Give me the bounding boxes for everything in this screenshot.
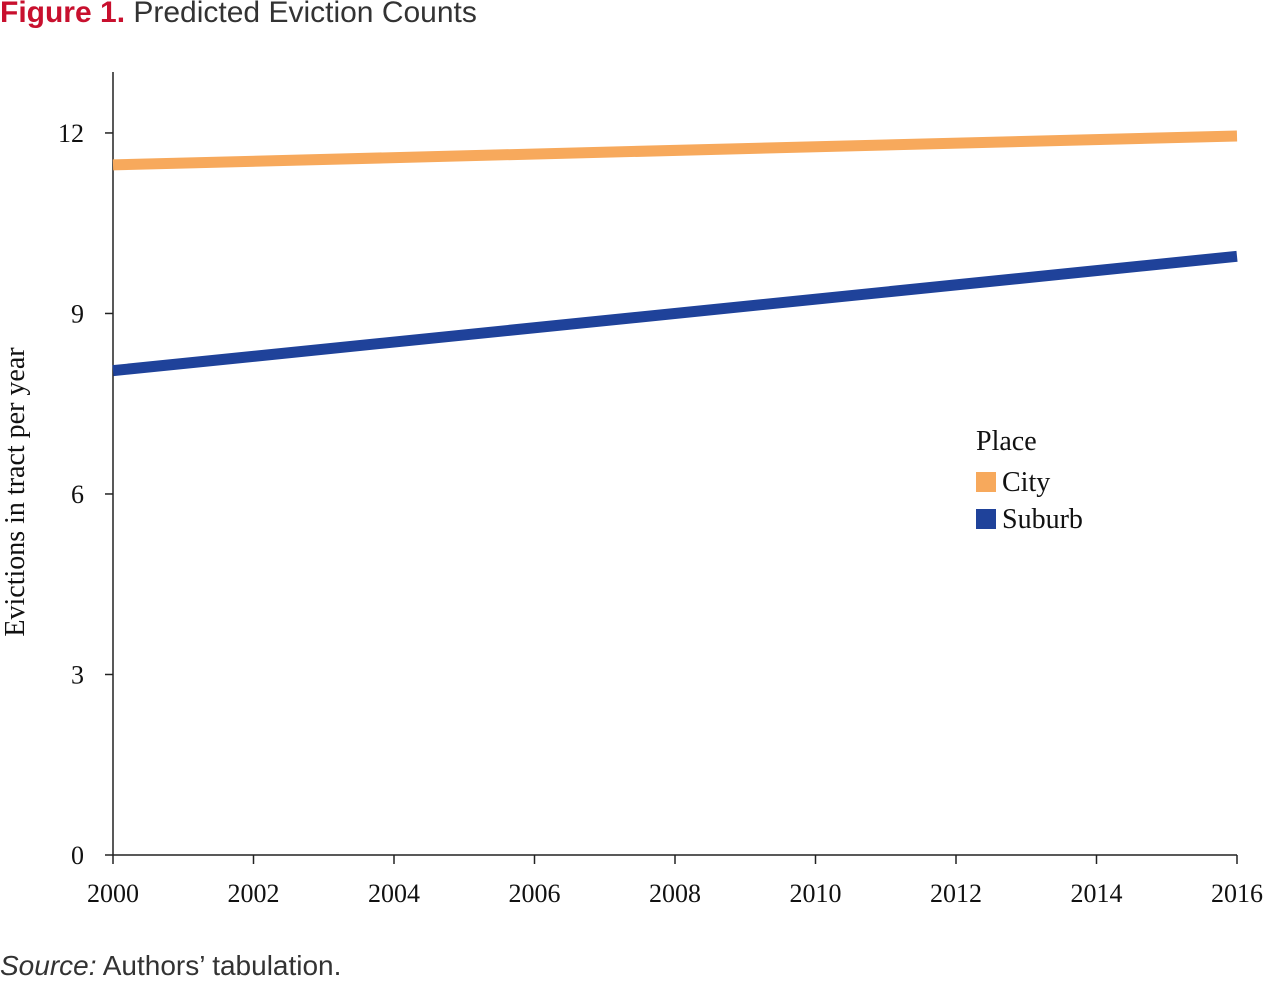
series-line-suburb — [112, 250, 1238, 377]
x-tick-label: 2010 — [790, 879, 842, 908]
figure-label: Figure 1. — [0, 0, 126, 29]
legend-label-city: City — [1002, 467, 1050, 498]
x-tick-label: 2004 — [368, 879, 420, 908]
x-tick-label: 2000 — [87, 879, 139, 908]
x-tick-label: 2012 — [930, 879, 982, 908]
y-tick-label: 0 — [71, 841, 84, 870]
figure-title-text: Predicted Eviction Counts — [133, 0, 477, 29]
x-tick-label: 2006 — [509, 879, 561, 908]
y-tick-label: 6 — [71, 480, 84, 509]
line-chart: 0 3 6 9 12 2000 2002 2004 2006 2008 2010 2012 2014 20… — [0, 72, 1263, 908]
y-tick-label: 3 — [71, 660, 84, 689]
y-tick-label: 12 — [58, 119, 84, 148]
x-tick-label: 2016 — [1211, 879, 1263, 908]
x-tick-label: 2002 — [228, 879, 280, 908]
legend-swatch-city — [976, 472, 996, 492]
x-tick-label: 2008 — [649, 879, 701, 908]
figure-title: Figure 1. Predicted Eviction Counts — [0, 0, 477, 30]
y-axis-title: Evictions in tract per year — [0, 347, 31, 637]
y-tick-label: 9 — [71, 299, 84, 328]
source-note: Source: Authors’ tabulation. — [0, 950, 341, 982]
legend-label-suburb: Suburb — [1002, 504, 1083, 535]
legend-swatch-suburb — [976, 509, 996, 529]
legend-title: Place — [976, 426, 1037, 457]
source-text: Authors’ tabulation. — [102, 950, 342, 981]
x-tick-label: 2014 — [1071, 879, 1123, 908]
series-line-city — [112, 130, 1238, 171]
plot-area: 0 3 6 9 12 2000 2002 2004 2006 2008 2010 2012 2014 20… — [0, 72, 1263, 908]
source-label: Source: — [0, 950, 97, 981]
